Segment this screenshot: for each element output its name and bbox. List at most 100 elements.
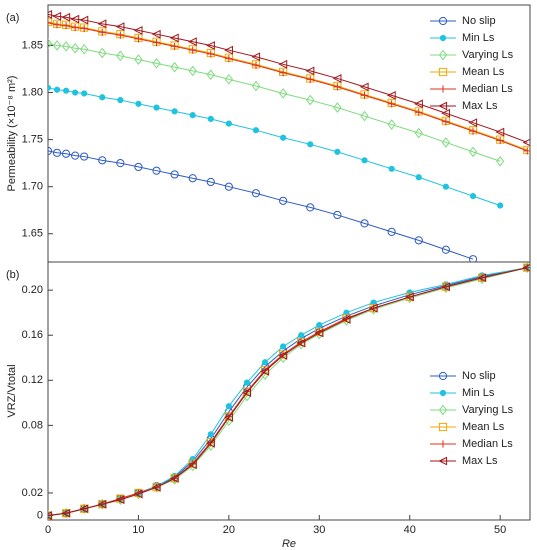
marker bbox=[279, 69, 287, 77]
marker bbox=[98, 498, 107, 510]
marker bbox=[98, 28, 106, 36]
marker bbox=[260, 366, 270, 376]
marker bbox=[98, 156, 107, 165]
marker bbox=[170, 61, 179, 73]
marker bbox=[61, 508, 71, 518]
marker bbox=[496, 155, 505, 167]
legend-label: Max Ls bbox=[462, 100, 498, 112]
marker bbox=[48, 511, 53, 520]
marker bbox=[224, 45, 233, 55]
marker bbox=[115, 495, 125, 505]
y-tick-label: 1.85 bbox=[22, 39, 43, 51]
marker bbox=[116, 159, 125, 168]
y-axis-label: VRZ/Vtotal bbox=[6, 364, 18, 417]
marker bbox=[261, 359, 269, 366]
marker bbox=[48, 146, 53, 156]
marker bbox=[134, 35, 143, 43]
legend-label: Varying Ls bbox=[462, 404, 514, 416]
marker bbox=[52, 40, 62, 51]
marker bbox=[495, 127, 505, 137]
marker bbox=[207, 115, 214, 123]
legend-marker bbox=[438, 404, 448, 416]
marker bbox=[81, 90, 88, 97]
marker bbox=[280, 134, 287, 141]
marker bbox=[334, 148, 341, 155]
legend-label: Min Ls bbox=[462, 387, 495, 399]
marker bbox=[415, 108, 423, 116]
y-tick-label: 0.12 bbox=[22, 374, 43, 386]
marker bbox=[189, 112, 196, 119]
marker bbox=[296, 338, 306, 348]
marker bbox=[224, 182, 233, 191]
series-line bbox=[48, 267, 528, 516]
marker bbox=[62, 87, 70, 94]
legend-marker bbox=[438, 371, 448, 381]
marker bbox=[225, 120, 232, 127]
marker bbox=[243, 379, 251, 386]
marker bbox=[187, 37, 197, 47]
marker bbox=[48, 84, 52, 91]
y-tick-label: 1.80 bbox=[22, 86, 43, 98]
marker bbox=[332, 74, 342, 83]
marker bbox=[48, 10, 53, 19]
marker bbox=[361, 157, 368, 164]
y-tick-label: 1.70 bbox=[22, 181, 43, 193]
marker bbox=[53, 21, 61, 29]
marker bbox=[333, 102, 342, 113]
marker bbox=[61, 12, 71, 22]
marker bbox=[305, 66, 315, 76]
marker bbox=[523, 147, 530, 155]
series-line bbox=[48, 22, 528, 152]
legend-marker bbox=[438, 422, 448, 432]
marker bbox=[171, 42, 179, 51]
marker bbox=[251, 80, 261, 92]
marker bbox=[152, 39, 161, 47]
marker bbox=[387, 227, 396, 236]
marker bbox=[61, 507, 71, 519]
series-line bbox=[48, 267, 528, 516]
marker bbox=[225, 55, 233, 63]
series-line bbox=[48, 43, 501, 162]
legend-label: Median Ls bbox=[462, 438, 513, 450]
marker bbox=[386, 90, 396, 100]
marker bbox=[497, 202, 504, 209]
marker bbox=[52, 11, 62, 21]
marker bbox=[99, 94, 106, 101]
legend-marker bbox=[439, 34, 447, 42]
marker bbox=[333, 83, 341, 91]
marker bbox=[414, 127, 423, 139]
legend-label: No slip bbox=[462, 370, 496, 382]
marker bbox=[61, 41, 71, 52]
marker bbox=[360, 110, 369, 122]
marker bbox=[188, 65, 197, 77]
y-tick-label: 0.08 bbox=[22, 419, 43, 431]
marker bbox=[387, 119, 396, 130]
legend-label: Mean Ls bbox=[462, 421, 505, 433]
marker bbox=[314, 328, 324, 338]
marker bbox=[206, 41, 215, 50]
legend-marker bbox=[439, 85, 447, 93]
marker bbox=[414, 99, 423, 109]
marker bbox=[133, 26, 143, 35]
marker bbox=[169, 473, 179, 483]
y-tick-label: 0.20 bbox=[22, 284, 43, 296]
marker bbox=[441, 137, 451, 148]
series-line bbox=[48, 267, 528, 516]
marker bbox=[79, 504, 89, 514]
marker bbox=[133, 489, 143, 499]
marker bbox=[477, 273, 487, 283]
marker bbox=[278, 59, 288, 69]
x-tick-label: 30 bbox=[313, 524, 325, 536]
marker bbox=[368, 303, 378, 313]
marker bbox=[224, 74, 233, 85]
marker bbox=[279, 196, 288, 205]
marker bbox=[469, 193, 477, 200]
marker bbox=[117, 96, 124, 104]
marker bbox=[80, 152, 89, 161]
series-line bbox=[48, 13, 528, 143]
x-tick-label: 20 bbox=[223, 524, 235, 536]
marker bbox=[169, 33, 179, 43]
marker bbox=[52, 148, 62, 157]
marker bbox=[72, 89, 79, 96]
y-tick-label: 1.65 bbox=[22, 228, 43, 240]
